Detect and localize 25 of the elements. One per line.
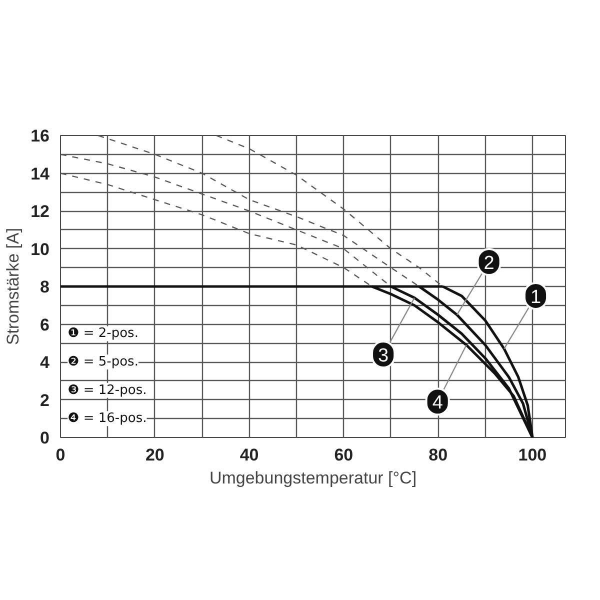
x-tick-label: 0 bbox=[56, 446, 66, 464]
y-tick-label: 14 bbox=[30, 164, 50, 184]
y-tick-label: 6 bbox=[40, 315, 50, 334]
y-tick-label: 8 bbox=[40, 278, 50, 296]
y-tick-label: 2 bbox=[40, 390, 50, 410]
annotation: ❹ = 16-pos. bbox=[68, 411, 147, 426]
y-tick-label: 12 bbox=[30, 202, 50, 221]
annotation: 4 bbox=[432, 392, 444, 414]
annotation: 1 bbox=[530, 286, 542, 308]
y-tick-label: 4 bbox=[40, 353, 50, 372]
x-tick-label: 100 bbox=[518, 446, 547, 464]
x-tick-label: 20 bbox=[145, 446, 164, 464]
annotation: ❸ = 12-pos. bbox=[68, 382, 147, 398]
x-tick-label: 80 bbox=[428, 446, 448, 464]
annotation: 2 bbox=[484, 252, 494, 274]
y-tick-label: 0 bbox=[40, 428, 50, 448]
x-tick-label: 40 bbox=[240, 446, 259, 464]
y-tick-label: 10 bbox=[30, 240, 50, 259]
annotation: ❷ = 5-pos. bbox=[68, 354, 138, 370]
annotation: ❶ = 2-pos. bbox=[68, 326, 138, 342]
x-axis-title: Umgebungstemperatur [°C] bbox=[209, 468, 417, 488]
annotation: 3 bbox=[378, 345, 389, 366]
y-tick-label: 16 bbox=[30, 126, 50, 146]
y-axis-title: Stromstärke [A] bbox=[4, 228, 23, 346]
x-tick-label: 60 bbox=[334, 446, 354, 464]
